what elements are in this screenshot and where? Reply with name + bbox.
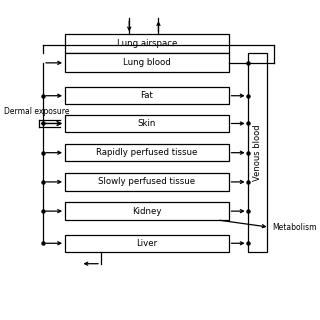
Bar xyxy=(65,173,228,191)
Bar xyxy=(65,235,228,252)
Bar xyxy=(65,34,228,53)
Text: Rapidly perfused tissue: Rapidly perfused tissue xyxy=(96,148,197,157)
Bar xyxy=(65,202,228,220)
Text: Dermal exposure: Dermal exposure xyxy=(4,107,69,116)
Bar xyxy=(65,53,228,72)
Text: Venous blood: Venous blood xyxy=(252,124,261,181)
Bar xyxy=(65,115,228,132)
Text: Lung airspace: Lung airspace xyxy=(116,39,177,48)
Text: Skin: Skin xyxy=(138,119,156,128)
Text: Fat: Fat xyxy=(140,91,153,100)
Text: Lung blood: Lung blood xyxy=(123,58,171,67)
Text: Slowly perfused tissue: Slowly perfused tissue xyxy=(98,177,195,187)
Bar xyxy=(65,144,228,162)
Text: Liver: Liver xyxy=(136,239,157,248)
Bar xyxy=(248,53,267,252)
Text: Kidney: Kidney xyxy=(132,207,162,216)
Text: Metabolism: Metabolism xyxy=(272,223,317,232)
Bar xyxy=(65,87,228,105)
